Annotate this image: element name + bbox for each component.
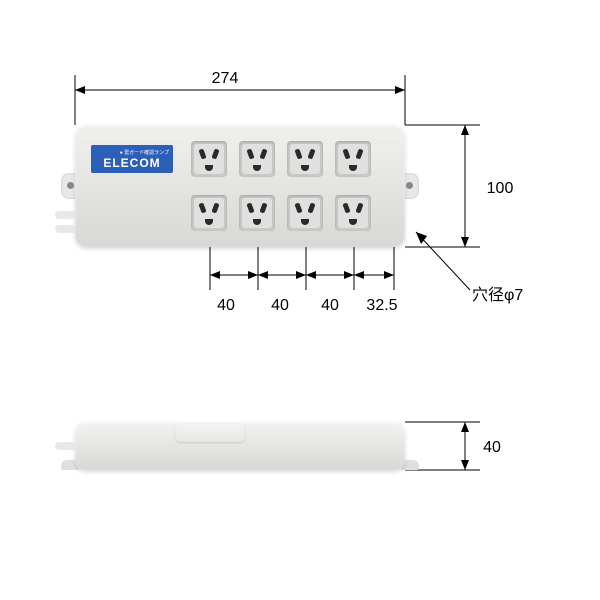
outlet — [287, 141, 323, 177]
mounting-hole-right — [406, 182, 413, 189]
hole-diameter-label: 穴径φ7 — [472, 286, 523, 304]
height-dimension: 100 — [487, 180, 514, 197]
outlet — [335, 141, 371, 177]
spacing-1: 40 — [217, 297, 235, 314]
width-dimension: 274 — [212, 70, 239, 87]
brand-label: ● 雷ガード確認ランプ ELECOM — [91, 145, 173, 173]
outlet — [287, 195, 323, 231]
outlet — [191, 141, 227, 177]
mounting-hole-left — [67, 182, 74, 189]
outlet — [239, 141, 275, 177]
power-strip-top-view: ● 雷ガード確認ランプ ELECOM — [75, 125, 405, 247]
spacing-3: 40 — [321, 297, 339, 314]
spacing-4: 32.5 — [366, 297, 397, 314]
power-strip-side-view — [75, 422, 405, 470]
dimension-diagram: 274 100 穴径φ7 40 40 40 32.5 40 — [0, 0, 600, 600]
side-switch — [175, 424, 245, 442]
outlet — [191, 195, 227, 231]
outlet — [335, 195, 371, 231]
brand-text: ELECOM — [103, 156, 160, 170]
side-height-dimension: 40 — [483, 439, 501, 456]
outlet — [239, 195, 275, 231]
spacing-2: 40 — [271, 297, 289, 314]
